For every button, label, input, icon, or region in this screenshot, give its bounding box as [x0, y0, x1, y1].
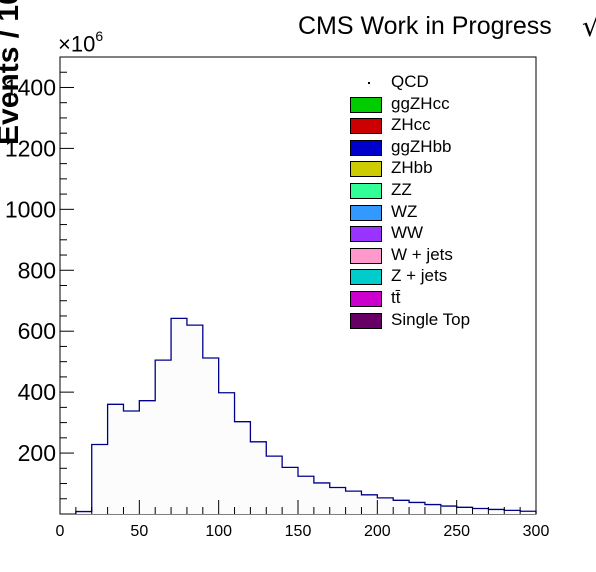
legend-label: tt̄	[391, 288, 401, 307]
histogram-bin	[298, 476, 314, 514]
histogram-bin	[202, 358, 219, 514]
histogram-bin	[520, 511, 536, 514]
legend-label: Z + jets	[391, 266, 448, 286]
histogram-bin	[91, 444, 108, 514]
histogram-bin	[361, 494, 378, 514]
histogram-bin	[313, 482, 330, 514]
legend-label: ZHcc	[391, 115, 431, 135]
y-tick-label: 1400	[5, 74, 56, 100]
histogram-bin	[456, 507, 473, 514]
y-tick-label: 200	[18, 440, 56, 466]
legend-swatch	[350, 204, 382, 221]
x-tick-label: 150	[285, 523, 312, 540]
histogram-outline	[75, 317, 537, 514]
y-tick-label: 800	[18, 257, 56, 283]
legend-label: QCD	[391, 72, 429, 91]
legend-swatch	[350, 139, 382, 156]
title-sqrt-symbol: √	[582, 10, 596, 43]
legend-label: ZZ	[391, 180, 412, 199]
y-tick-label: 1000	[5, 196, 56, 222]
legend-label: ggZHcc	[391, 93, 450, 113]
histogram-bin	[282, 467, 298, 514]
legend-marker-dot	[368, 82, 370, 84]
histogram-bin	[329, 487, 346, 514]
legend-label: ggZHbb	[391, 136, 452, 156]
histogram-bin	[186, 325, 203, 514]
y-multiplier-base: ×10	[58, 31, 96, 57]
histogram-bin	[393, 500, 410, 514]
legend-label: W + jets	[391, 244, 453, 264]
histogram-bin	[139, 400, 156, 514]
y-axis-multiplier: ×106	[58, 28, 104, 57]
histogram-bin	[345, 491, 362, 514]
y-tick-label: 600	[18, 318, 56, 344]
x-tick-label: 50	[130, 523, 148, 540]
y-axis-label: Events / 10.0	[0, 0, 25, 145]
y-multiplier-exponent: 6	[95, 28, 104, 44]
histogram-bin	[440, 506, 457, 514]
legend-swatch	[350, 183, 382, 199]
legend-swatch	[350, 161, 382, 178]
histogram-bin	[250, 441, 267, 514]
histogram-bin	[472, 508, 489, 514]
x-tick-label: 100	[205, 523, 232, 540]
histogram-bin	[488, 509, 505, 514]
histogram-bin	[218, 392, 235, 514]
legend-swatch	[350, 96, 382, 113]
legend-label: Single Top	[391, 309, 471, 329]
x-tick-label: 200	[364, 523, 391, 540]
histogram-bin	[377, 497, 394, 514]
legend-swatch	[350, 269, 382, 286]
x-tick-label: 300	[523, 523, 550, 540]
legend-label: ZHbb	[391, 158, 433, 178]
legend-label: WW	[391, 223, 424, 243]
histogram-bin	[266, 456, 283, 514]
histogram-bin	[424, 504, 441, 514]
histogram-bin	[123, 411, 140, 514]
legend-swatch	[350, 247, 382, 264]
legend-swatch	[350, 291, 382, 307]
histogram-bin	[155, 360, 172, 514]
histogram-bin	[107, 404, 124, 514]
x-tick-label: 250	[443, 523, 470, 540]
legend-swatch	[350, 118, 382, 135]
y-tick-label: 1200	[5, 135, 56, 161]
chart-title: CMS Work in Progress	[298, 12, 552, 40]
histogram-bin	[234, 421, 251, 514]
histogram-bin	[409, 502, 425, 514]
legend-swatch	[350, 226, 382, 243]
legend-swatch	[350, 312, 382, 329]
histogram-bin	[75, 511, 92, 514]
x-tick-label: 0	[56, 523, 65, 540]
histogram-bin	[171, 318, 187, 514]
histogram-bin	[504, 510, 521, 514]
y-tick-label: 400	[18, 379, 56, 405]
legend-label: WZ	[391, 201, 418, 221]
